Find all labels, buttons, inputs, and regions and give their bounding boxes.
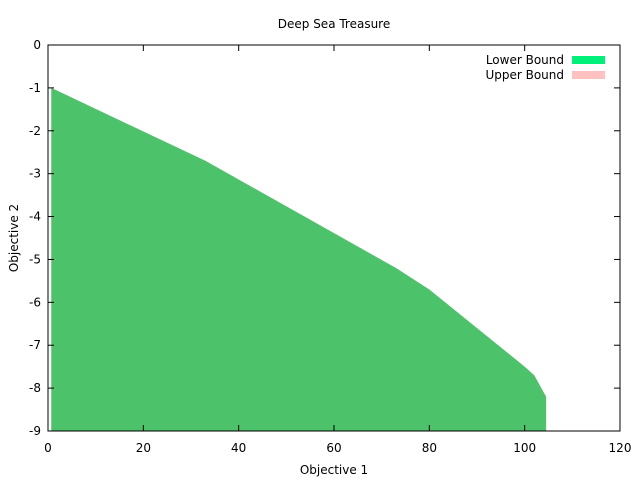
- y-tick-label: -3: [29, 167, 41, 181]
- y-tick-label: -7: [29, 338, 41, 352]
- x-tick-label: 40: [231, 441, 246, 455]
- x-axis-label: Objective 1: [300, 463, 368, 477]
- area-lower-bound: [51, 87, 547, 432]
- legend-swatch: [572, 56, 605, 64]
- y-tick-label: -6: [29, 295, 41, 309]
- chart-title: Deep Sea Treasure: [278, 17, 391, 31]
- tick-layer: 0 20 40 60 80 100 120 0 -1 -2 -3 -4 -5 -6 -7 -8 -9: [29, 38, 631, 455]
- y-tick-label: -8: [29, 381, 41, 395]
- x-tick-label: 0: [44, 441, 52, 455]
- area-layer: [51, 87, 547, 432]
- legend-swatch: [572, 71, 605, 79]
- y-tick-label: -5: [29, 252, 41, 266]
- legend-label: Lower Bound: [486, 53, 564, 67]
- y-tick-label: -2: [29, 124, 41, 138]
- y-tick-label: 0: [33, 38, 41, 52]
- y-tick-label: -1: [29, 81, 41, 95]
- x-tick-label: 120: [609, 441, 632, 455]
- x-tick-label: 100: [513, 441, 536, 455]
- y-axis-label: Objective 2: [7, 204, 21, 272]
- x-tick-label: 20: [136, 441, 151, 455]
- y-tick-label: -9: [29, 424, 41, 438]
- legend-label: Upper Bound: [485, 68, 564, 82]
- y-tick-label: -4: [29, 210, 41, 224]
- x-tick-label: 80: [422, 441, 437, 455]
- x-tick-label: 60: [326, 441, 341, 455]
